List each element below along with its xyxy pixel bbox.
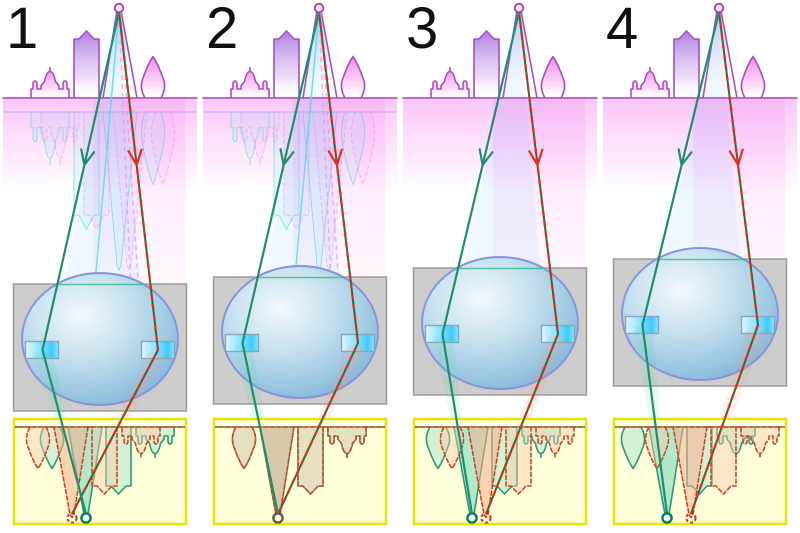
tower-building	[105, 426, 132, 495]
point-source-marker	[113, 2, 125, 14]
virtual-image-cyan	[203, 112, 397, 270]
point-source-marker	[513, 2, 525, 14]
lens	[621, 247, 779, 381]
left-ray-arrow	[279, 148, 295, 167]
right-aperture-image	[215, 426, 385, 519]
city-skyline	[602, 6, 798, 99]
gherkin-building	[644, 426, 670, 470]
city-skyline	[402, 6, 598, 99]
sensor-images	[15, 426, 185, 519]
left-ray-arrow	[80, 148, 96, 167]
tower-building	[710, 426, 737, 495]
sensor-images	[615, 426, 785, 519]
panel-number: 3	[406, 0, 438, 61]
shard-spire	[467, 426, 503, 519]
gherkin-building	[141, 112, 164, 185]
dome-building	[535, 426, 575, 459]
dome-building	[327, 426, 367, 459]
point-source-marker	[313, 2, 325, 14]
panel-4: 4	[602, 0, 798, 526]
sensor-images	[415, 426, 585, 519]
dome-building	[30, 66, 70, 99]
gherkin-building	[425, 426, 451, 470]
tower-building	[505, 426, 532, 495]
left-ray	[641, 11, 721, 515]
lens	[21, 272, 179, 406]
tower-building	[274, 112, 299, 229]
gherkin-building	[140, 55, 166, 99]
tower-building	[273, 30, 300, 99]
dome-building	[241, 112, 279, 165]
gherkin-building	[340, 55, 366, 99]
point-source-marker	[713, 2, 725, 14]
right-focus-point	[66, 512, 78, 524]
right-ray-arrow	[728, 148, 744, 167]
gherkin-building	[351, 112, 374, 185]
left-focus-point	[661, 512, 673, 524]
gherkin-building	[740, 55, 766, 99]
right-ray-arrow	[327, 148, 343, 167]
right-ray	[71, 11, 160, 515]
tower-building	[673, 30, 700, 99]
tower-building	[473, 30, 500, 99]
virtual-image-region	[203, 112, 407, 270]
left-ray	[241, 11, 321, 515]
gherkin-building	[151, 112, 174, 185]
sensor-images	[215, 426, 385, 519]
gherkin-building	[341, 112, 364, 185]
lens	[421, 256, 579, 390]
right-ray	[484, 11, 560, 515]
virtual-ray-cyan	[95, 11, 120, 273]
dome-building	[230, 66, 270, 99]
dome-building	[41, 112, 79, 165]
panel-1: 1	[2, 0, 198, 526]
dome-building	[740, 426, 780, 459]
gherkin-building	[439, 426, 465, 470]
virtual-ray-cyan	[295, 11, 320, 266]
panel-2: 2	[202, 0, 407, 526]
lens	[221, 265, 379, 399]
right-focus-point	[685, 512, 697, 524]
virtual-image-pink	[213, 112, 407, 270]
gherkin-building	[25, 426, 51, 470]
right-focus-point	[480, 512, 492, 524]
left-ray	[41, 11, 121, 515]
right-ray-arrow	[127, 148, 143, 167]
left-focus-point	[80, 512, 92, 524]
panel-number: 2	[206, 0, 238, 61]
panel-number: 1	[6, 0, 38, 61]
dome-building	[231, 112, 269, 165]
gherkin-building	[540, 55, 566, 99]
tower-building	[73, 30, 100, 99]
tower-building	[74, 112, 99, 229]
right-aperture-image	[615, 426, 785, 519]
city-skyline	[2, 6, 198, 99]
right-focus-point	[272, 512, 284, 524]
city-skyline	[202, 6, 398, 99]
dome-building	[135, 426, 175, 459]
left-ray	[441, 11, 521, 515]
right-ray-base	[277, 11, 360, 515]
dome-building	[630, 66, 670, 99]
right-aperture-image	[15, 426, 185, 519]
tower-building	[91, 426, 118, 495]
right-aperture-image	[415, 426, 585, 519]
right-ray-arrow	[528, 148, 544, 167]
tower-building	[297, 426, 324, 495]
left-ray-arrow	[677, 148, 693, 167]
gherkin-building	[231, 426, 257, 470]
dome-building	[430, 66, 470, 99]
shard-spire	[53, 426, 89, 519]
panel-3: 3	[402, 0, 598, 526]
panel-number: 4	[606, 0, 638, 61]
left-focus-point	[466, 512, 478, 524]
dome-building	[31, 112, 69, 165]
left-ray-arrow	[478, 148, 494, 167]
dome-building	[121, 426, 161, 459]
gherkin-building	[620, 426, 646, 470]
right-ray	[689, 11, 760, 515]
